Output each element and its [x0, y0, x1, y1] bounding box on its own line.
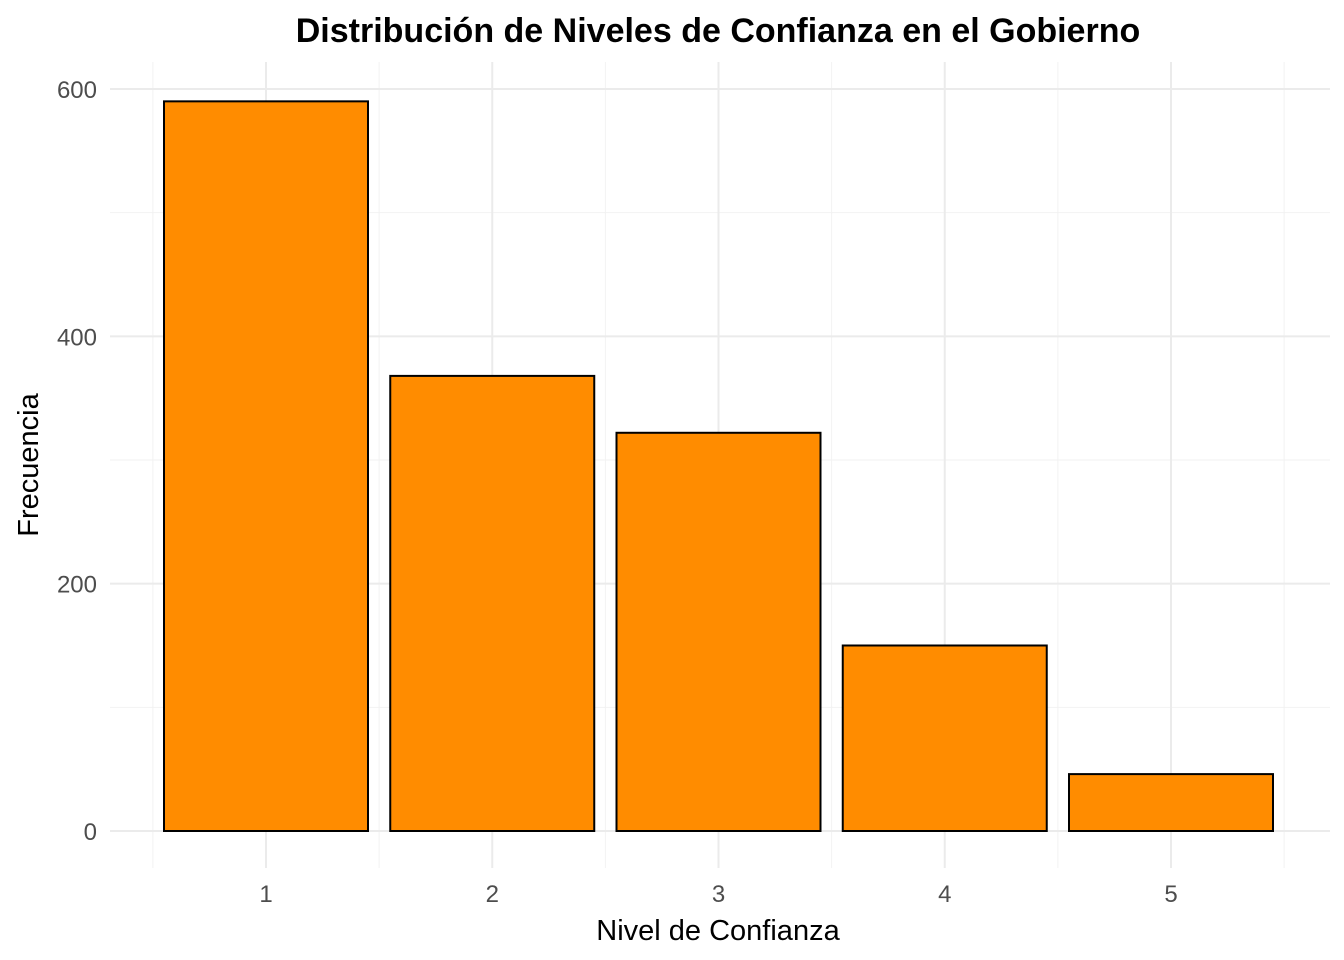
y-axis-title: Frecuencia	[13, 392, 45, 536]
bar-5	[1068, 773, 1274, 833]
x-axis-ticks: 1 2 3 4 5	[259, 881, 1177, 908]
chart-title: Distribución de Niveles de Confianza en …	[296, 12, 1141, 50]
x-tick-label: 3	[712, 881, 725, 908]
y-tick-label: 600	[57, 77, 97, 104]
bar-2	[389, 374, 596, 832]
x-tick-label: 2	[486, 881, 499, 908]
x-tick-label: 5	[1164, 881, 1177, 908]
bar-1	[163, 100, 369, 833]
bars	[163, 100, 1274, 833]
y-tick-label: 0	[84, 819, 97, 846]
bar-4	[841, 644, 1048, 832]
bar-3	[615, 431, 822, 832]
x-axis-title: Nivel de Confianza	[596, 915, 840, 947]
x-tick-label: 1	[259, 881, 272, 908]
x-tick-label: 4	[938, 881, 951, 908]
y-tick-label: 400	[57, 324, 97, 351]
y-axis-ticks: 0 200 400 600	[57, 77, 97, 846]
y-tick-label: 200	[57, 572, 97, 599]
